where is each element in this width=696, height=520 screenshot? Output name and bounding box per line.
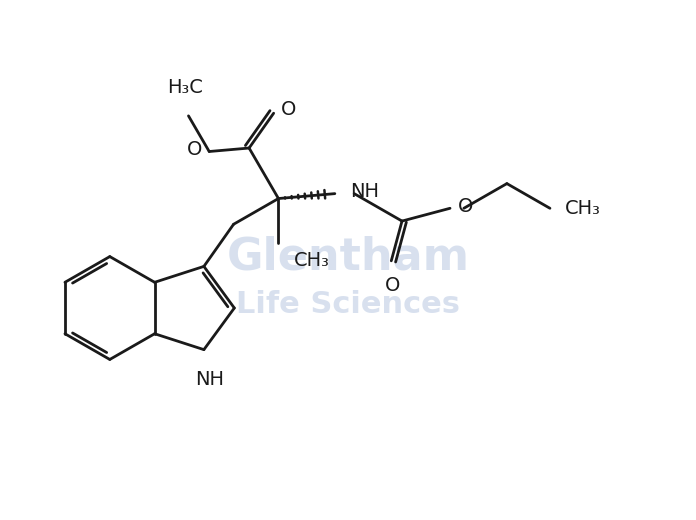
Text: H₃C: H₃C: [167, 77, 203, 97]
Text: NH: NH: [195, 370, 224, 389]
Text: CH₃: CH₃: [294, 251, 329, 270]
Text: CH₃: CH₃: [565, 199, 601, 218]
Text: Glentham: Glentham: [226, 235, 470, 278]
Text: O: O: [187, 140, 203, 159]
Text: Life Sciences: Life Sciences: [236, 290, 460, 319]
Text: O: O: [385, 276, 400, 295]
Text: O: O: [280, 100, 296, 119]
Text: O: O: [458, 197, 474, 216]
Text: NH: NH: [350, 182, 379, 201]
